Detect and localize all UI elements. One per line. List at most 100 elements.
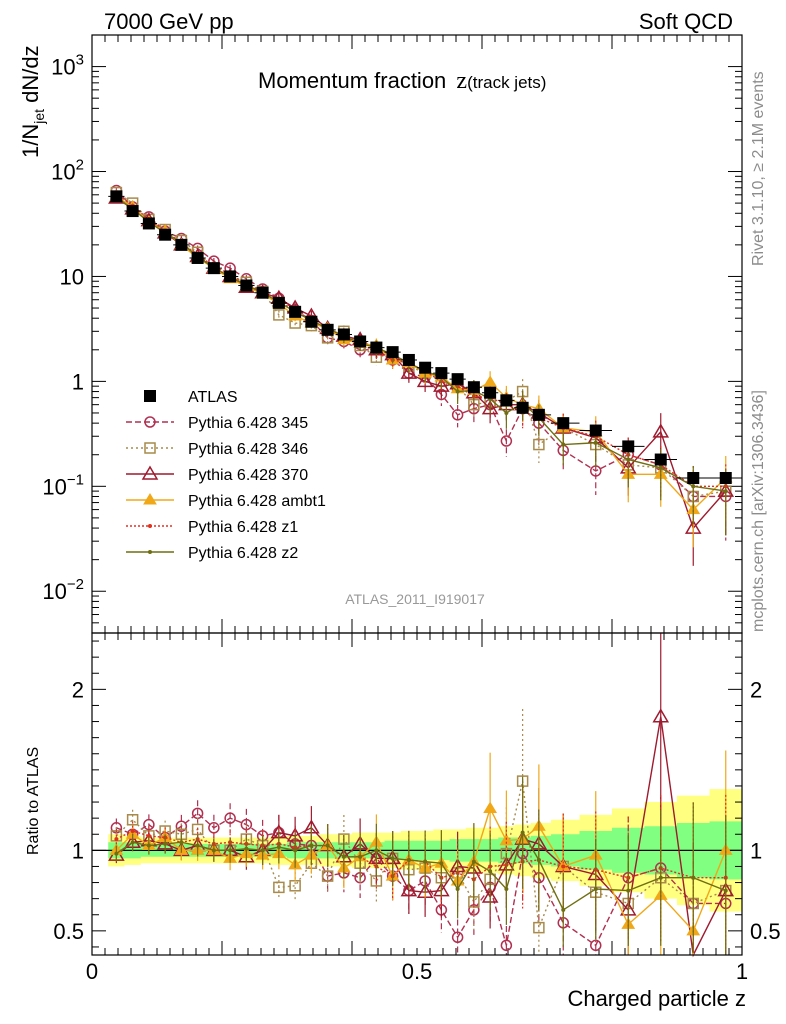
data-point [159, 228, 172, 241]
ratio-point [244, 846, 249, 851]
ratio-point [374, 848, 379, 853]
y-tick-mantissa: 10 [51, 55, 75, 80]
ratio-point [130, 829, 135, 834]
ratio-point [228, 848, 233, 853]
ratio-point [276, 845, 281, 850]
main-title-text: Momentum fraction [258, 68, 446, 93]
series-atlas [108, 190, 742, 485]
legend-marker [148, 550, 152, 554]
legend-item: Pythia 6.428 z2 [126, 545, 298, 562]
ratio-point [439, 861, 444, 866]
ratio-point [488, 869, 493, 874]
ratio-point [536, 858, 541, 863]
x-tick-label: 0.5 [402, 959, 433, 984]
ratio-point [321, 870, 334, 882]
data-point [532, 408, 545, 421]
ratio-point [390, 856, 395, 861]
data-point [305, 315, 318, 328]
ratio-point [260, 848, 265, 853]
ratio-series-line [116, 812, 726, 947]
x-tick-label: 0 [86, 959, 98, 984]
x-tick-label: 1 [736, 959, 748, 984]
legend-item: Pythia 6.428 ambt1 [126, 493, 326, 510]
legend-marker [144, 390, 156, 402]
legend-item: ATLAS [144, 389, 238, 406]
data-point [481, 400, 499, 415]
data-point [273, 309, 285, 321]
legend-label: Pythia 6.428 ambt1 [188, 493, 326, 510]
ratio-y-tick-label-right: 1 [750, 838, 762, 863]
data-point [652, 423, 670, 438]
data-point [622, 440, 635, 453]
ratio-point [240, 818, 253, 831]
x-axis-label: Charged particle z [567, 986, 746, 1011]
ylabel-base: 1/N [18, 124, 43, 158]
ratio-point [114, 851, 119, 856]
y-tick-label: 10−1 [42, 471, 84, 499]
ratio-point [652, 708, 670, 723]
ratio-point [658, 875, 663, 880]
ratio-point [341, 854, 346, 859]
data-point [516, 401, 529, 414]
ratio-point [423, 859, 428, 864]
y-tick-exponent: 2 [76, 157, 84, 174]
data-point [419, 361, 432, 374]
ratio-point [211, 848, 216, 853]
ratio-point [146, 833, 151, 838]
ratio-point [593, 886, 598, 891]
data-point [224, 270, 237, 283]
legend-marker [143, 493, 157, 505]
legend-marker [148, 524, 152, 528]
ratio-point [114, 837, 119, 842]
legend-item: Pythia 6.428 370 [126, 465, 308, 484]
main-title-sub: (track jets) [467, 73, 546, 92]
legend-label: Pythia 6.428 z2 [188, 545, 298, 562]
ratio-point [471, 859, 476, 864]
main-title: Momentum fraction z(track jets) [258, 68, 546, 94]
ratio-point [126, 814, 139, 826]
data-point [240, 279, 253, 292]
data-point [386, 346, 399, 359]
legend-marker [144, 442, 156, 454]
y-tick-label: 10−2 [42, 576, 84, 604]
y-tick-label: 10 [60, 264, 84, 289]
data-point [272, 296, 285, 309]
data-point [175, 238, 188, 251]
data-point [256, 286, 269, 299]
ratio-point [130, 840, 135, 845]
data-point [433, 377, 450, 392]
ratio-point [143, 818, 155, 831]
ratio-frame [91, 632, 743, 956]
data-point [467, 381, 480, 394]
data-point [658, 465, 663, 470]
ratio-point [561, 864, 566, 869]
ratio-y-tick-label-right: 0.5 [750, 919, 781, 944]
data-point [451, 409, 464, 421]
ratio-point [224, 812, 236, 824]
legend-label: Pythia 6.428 370 [188, 467, 308, 484]
data-point [337, 328, 350, 341]
main-title-var: z [456, 68, 467, 94]
ratio-point [483, 801, 498, 813]
data-point [626, 457, 631, 462]
ratio-point [451, 931, 464, 944]
legend-label: Pythia 6.428 z1 [188, 519, 298, 536]
ratio-panel: 0.5 0.51 12 20 0.5 1 [53, 633, 781, 984]
main-ylabel: 1/Njet dN/dz [18, 45, 47, 158]
ratio-point [273, 881, 285, 894]
ratio-point [175, 820, 188, 832]
mcplots-label: mcplots.cern.ch [arXiv:1306.3436] [750, 390, 767, 632]
data-point [289, 305, 302, 318]
data-point [691, 484, 696, 489]
ratio-y-tick-label-right: 2 [750, 677, 762, 702]
ratio-point [358, 854, 363, 859]
ratio-point [309, 843, 314, 848]
header-right: Soft QCD [639, 9, 733, 34]
ratio-point [293, 848, 298, 853]
ratio-point [146, 843, 151, 848]
main-frame [91, 34, 743, 634]
data-point [451, 373, 464, 386]
ratio-point [179, 840, 184, 845]
y-tick-label: 102 [51, 157, 84, 185]
